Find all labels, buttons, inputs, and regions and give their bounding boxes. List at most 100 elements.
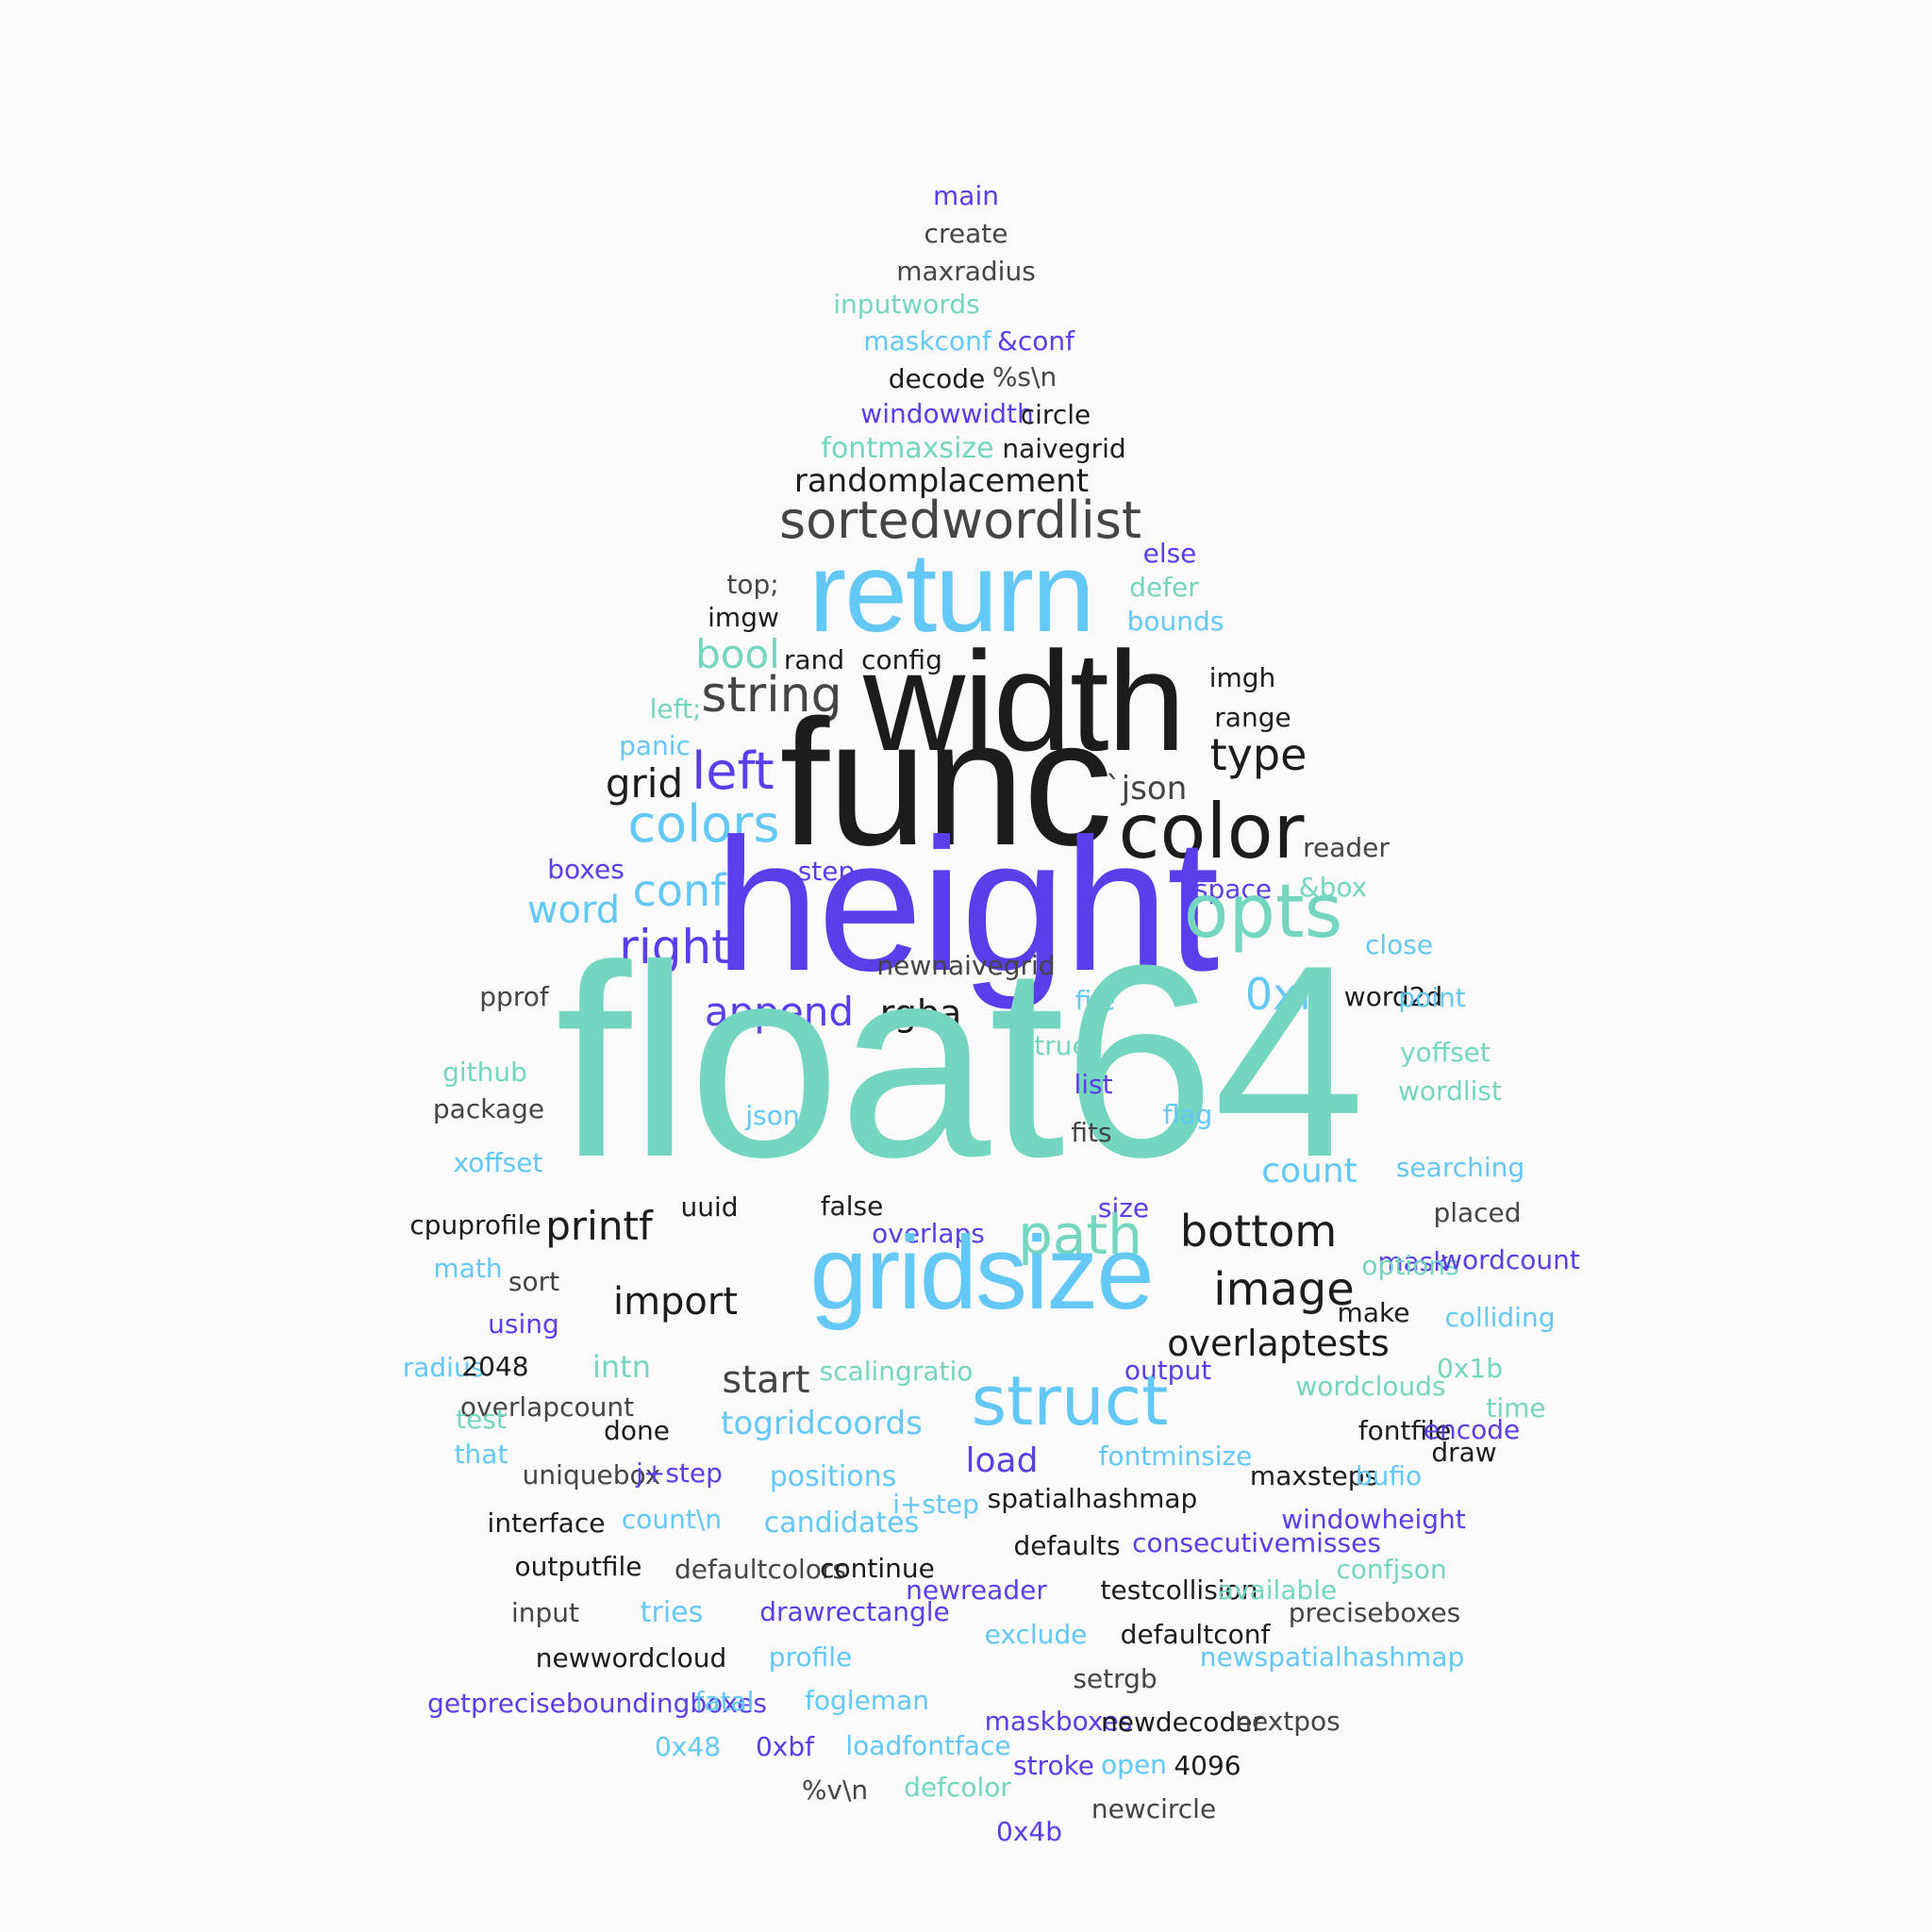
word-exclude: exclude	[984, 1619, 1088, 1650]
word-bounds: bounds	[1126, 606, 1224, 637]
word-uniquebox: uniquebox	[522, 1459, 661, 1491]
word-struct: struct	[971, 1361, 1169, 1441]
word-fontmaxsize: fontmaxsize	[821, 432, 994, 465]
word-rand: rand	[783, 644, 845, 675]
word-circle: circle	[1020, 399, 1091, 430]
word-intn: intn	[592, 1349, 651, 1385]
word-top: top;	[726, 569, 779, 600]
word-colliding: colliding	[1444, 1302, 1556, 1333]
word-yoffset: yoffset	[1400, 1037, 1491, 1068]
word-left: left	[691, 741, 774, 801]
word-nextpos: nextpos	[1235, 1706, 1341, 1737]
word-defer: defer	[1129, 572, 1199, 603]
word-v-n: %v\n	[801, 1774, 869, 1806]
word-imgh: imgh	[1208, 662, 1276, 693]
word-fontminsize: fontminsize	[1098, 1441, 1253, 1472]
word-fatal: fatal	[694, 1686, 755, 1717]
word-uuid: uuid	[680, 1191, 739, 1223]
word-newwordcloud: newwordcloud	[535, 1642, 727, 1674]
word-string: string	[701, 667, 842, 724]
word-panic: panic	[619, 730, 691, 761]
word-true: true	[1034, 1030, 1089, 1061]
word-word2d: word2d	[1343, 981, 1443, 1012]
word-newspatialhashmap: newspatialhashmap	[1199, 1641, 1465, 1673]
word-defcolor: defcolor	[904, 1772, 1011, 1803]
word-imgw: imgw	[708, 602, 779, 633]
word-xoffset: xoffset	[453, 1147, 543, 1178]
word-positions: positions	[769, 1460, 897, 1493]
word-0xbf: 0xbf	[755, 1731, 815, 1762]
word-defaults: defaults	[1013, 1530, 1121, 1561]
word-func: func	[779, 683, 1112, 883]
word-colors: colors	[627, 794, 780, 854]
word-make: make	[1337, 1297, 1410, 1328]
word-cpuprofile: cpuprofile	[409, 1209, 541, 1241]
word-wordcount: wordcount	[1441, 1244, 1580, 1275]
word-maskboxes: maskboxes	[984, 1706, 1133, 1737]
word-fits: fits	[1071, 1117, 1112, 1148]
word-mask: mask	[1377, 1246, 1449, 1277]
word-windowwidth: windowwidth	[860, 398, 1034, 429]
word-pprof: pprof	[479, 981, 549, 1012]
word-type: type	[1209, 729, 1307, 780]
word-load: load	[965, 1441, 1039, 1480]
word-append: append	[704, 989, 855, 1035]
word-preciseboxes: preciseboxes	[1288, 1597, 1461, 1628]
word-newdecoder: newdecoder	[1101, 1707, 1263, 1738]
word-close: close	[1364, 929, 1434, 960]
word-consecutivemisses: consecutivemisses	[1132, 1527, 1381, 1558]
word-scalingratio: scalingratio	[819, 1356, 974, 1387]
word-naivegrid: naivegrid	[1002, 433, 1126, 464]
word-overlaps: overlaps	[872, 1218, 985, 1249]
word-2048: 2048	[461, 1351, 529, 1382]
word-wordlist: wordlist	[1398, 1075, 1502, 1107]
word-count: count	[1261, 1152, 1357, 1191]
word-bool: bool	[695, 631, 780, 677]
word-conf: conf	[632, 865, 726, 916]
word-newnaivegrid: newnaivegrid	[876, 950, 1056, 981]
word-opts: opts	[1183, 870, 1343, 955]
word-interface: interface	[487, 1507, 606, 1539]
word-setrgb: setrgb	[1073, 1663, 1158, 1694]
word-getpreciseboundingboxes: getpreciseboundingboxes	[427, 1688, 767, 1719]
word-confjson: confjson	[1336, 1554, 1447, 1585]
word-test: test	[456, 1404, 507, 1435]
word-json: json	[745, 1100, 800, 1131]
word-right: right	[619, 920, 730, 974]
word-float64: float64	[555, 908, 1366, 1214]
word-maxsteps: maxsteps	[1249, 1460, 1379, 1491]
word-flag: flag	[1162, 1099, 1213, 1130]
word-defaultconf: defaultconf	[1120, 1619, 1271, 1650]
word-height: height	[714, 800, 1220, 1010]
word-list: list	[1074, 1069, 1113, 1100]
word-wordclouds: wordclouds	[1295, 1371, 1446, 1402]
word-path: path	[1018, 1203, 1142, 1267]
word-overlapcount: overlapcount	[459, 1391, 635, 1423]
word-time: time	[1486, 1392, 1546, 1424]
word-space: space	[1193, 874, 1273, 905]
word-grid: grid	[605, 760, 684, 807]
word-inputwords: inputwords	[833, 289, 980, 320]
word-searching: searching	[1395, 1152, 1525, 1183]
word-overlaptests: overlaptests	[1167, 1323, 1390, 1364]
word-testcollision: testcollision	[1100, 1574, 1258, 1606]
word-import: import	[612, 1280, 739, 1324]
word-output: output	[1124, 1355, 1212, 1386]
word-0x1b: 0x1b	[1437, 1353, 1503, 1384]
word-newreader: newreader	[906, 1574, 1047, 1606]
word-json: `json	[1105, 770, 1188, 808]
word-create: create	[924, 218, 1008, 249]
word-github: github	[442, 1057, 527, 1088]
word-s-n: %s\n	[991, 361, 1058, 392]
word-range: range	[1214, 702, 1291, 733]
word-togridcoords: togridcoords	[721, 1405, 923, 1442]
word-box: &box	[1298, 872, 1368, 903]
word-draw: draw	[1431, 1437, 1497, 1468]
word-width: width	[862, 622, 1186, 780]
word-math: math	[433, 1253, 503, 1284]
word-0x4b: 0x4b	[996, 1816, 1062, 1847]
word-open: open	[1101, 1749, 1167, 1780]
word-start: start	[722, 1358, 810, 1402]
word-else: else	[1142, 538, 1197, 569]
